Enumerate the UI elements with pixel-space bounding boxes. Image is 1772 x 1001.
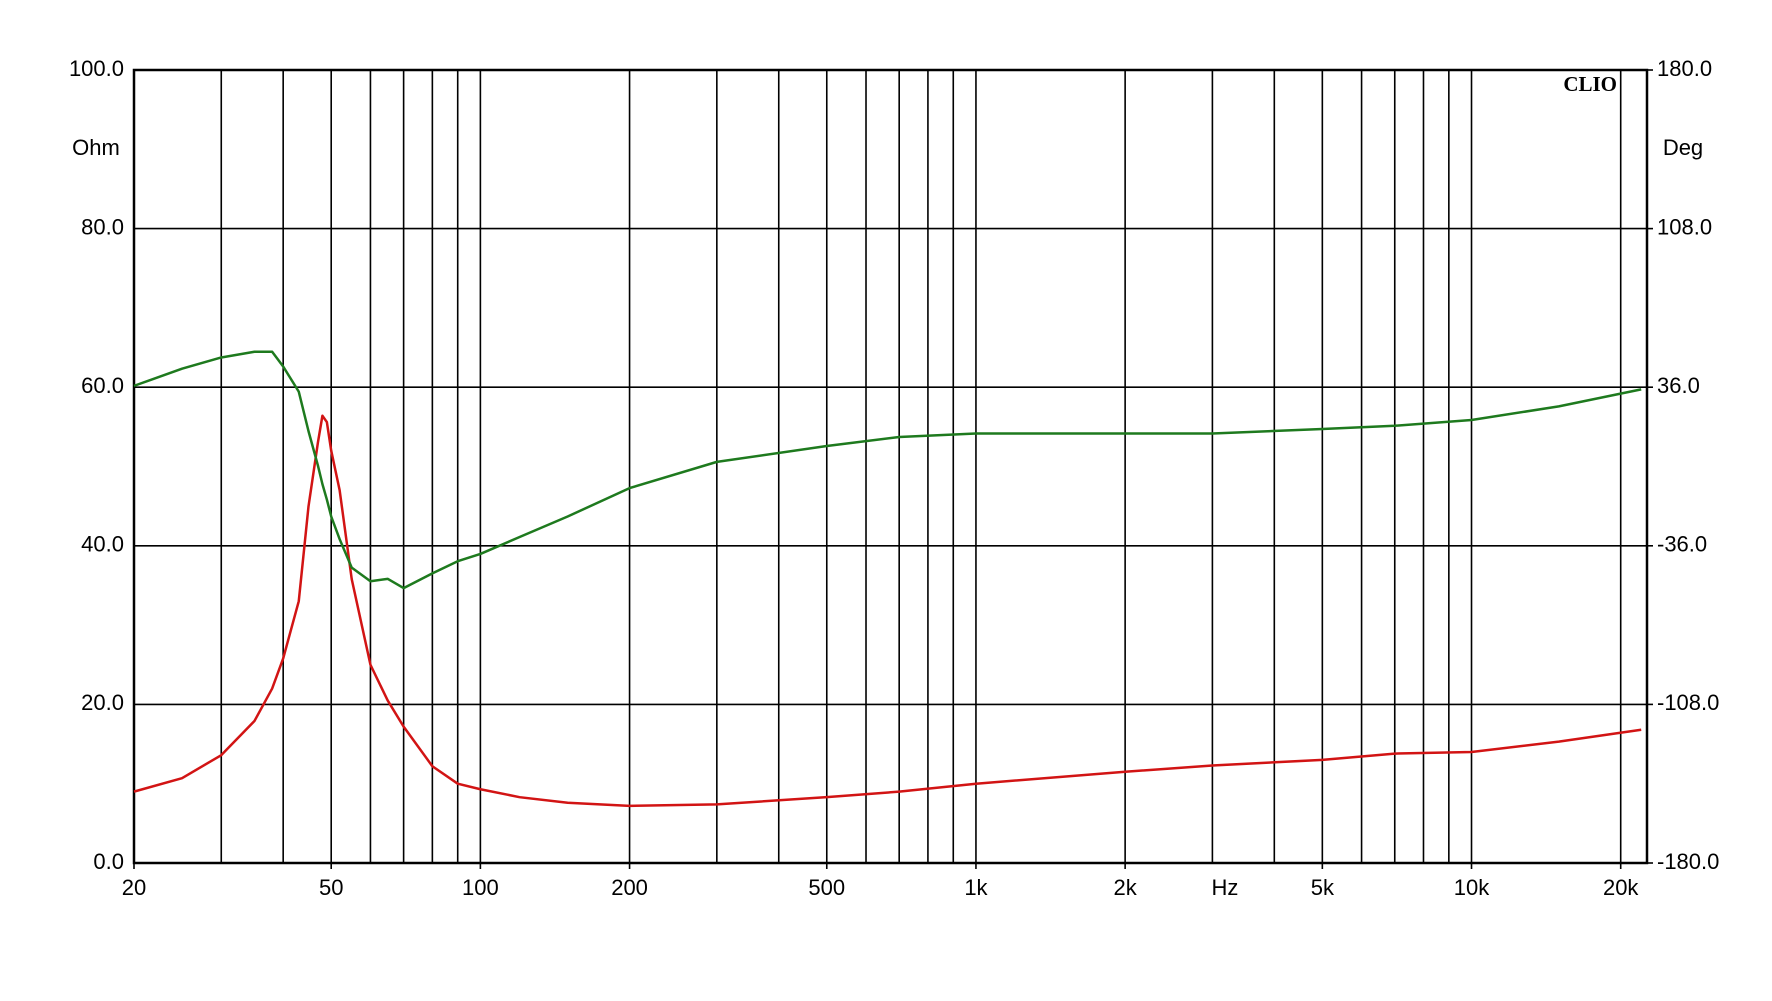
y-tick-label: 0.0 <box>93 849 124 874</box>
x-tick-label: 500 <box>808 875 845 900</box>
x-tick-label: 5k <box>1311 875 1335 900</box>
y-tick-label: 40.0 <box>81 532 124 557</box>
y2-tick-label: -36.0 <box>1657 532 1707 557</box>
x-tick-label: 50 <box>319 875 343 900</box>
x-tick-label: 10k <box>1454 875 1490 900</box>
y2-tick-label: -108.0 <box>1657 690 1719 715</box>
y2-axis-label: Deg <box>1663 135 1703 160</box>
x-tick-label: 20 <box>122 875 146 900</box>
plot-frame <box>132 68 1649 865</box>
series-line <box>133 350 1642 590</box>
x-tick-label: 20k <box>1603 875 1639 900</box>
x-axis-label: Hz <box>1212 875 1239 900</box>
y-tick-label: 80.0 <box>81 214 124 239</box>
y2-tick-label: 36.0 <box>1657 373 1700 398</box>
y-axis-label: Ohm <box>72 135 120 160</box>
y2-tick-label: 180.0 <box>1657 56 1712 81</box>
x-tick-label: 1k <box>964 875 988 900</box>
y2-tick-label: 108.0 <box>1657 214 1712 239</box>
x-tick-label: 2k <box>1114 875 1138 900</box>
brand: CLIO <box>1563 72 1617 96</box>
y-tick-label: 60.0 <box>81 373 124 398</box>
x-tick-label: 200 <box>611 875 648 900</box>
y-tick-label: 20.0 <box>81 690 124 715</box>
y2-tick-label: -180.0 <box>1657 849 1719 874</box>
x-tick-label: 100 <box>462 875 499 900</box>
y-tick-label: 100.0 <box>69 56 124 81</box>
series-line <box>133 414 1642 808</box>
